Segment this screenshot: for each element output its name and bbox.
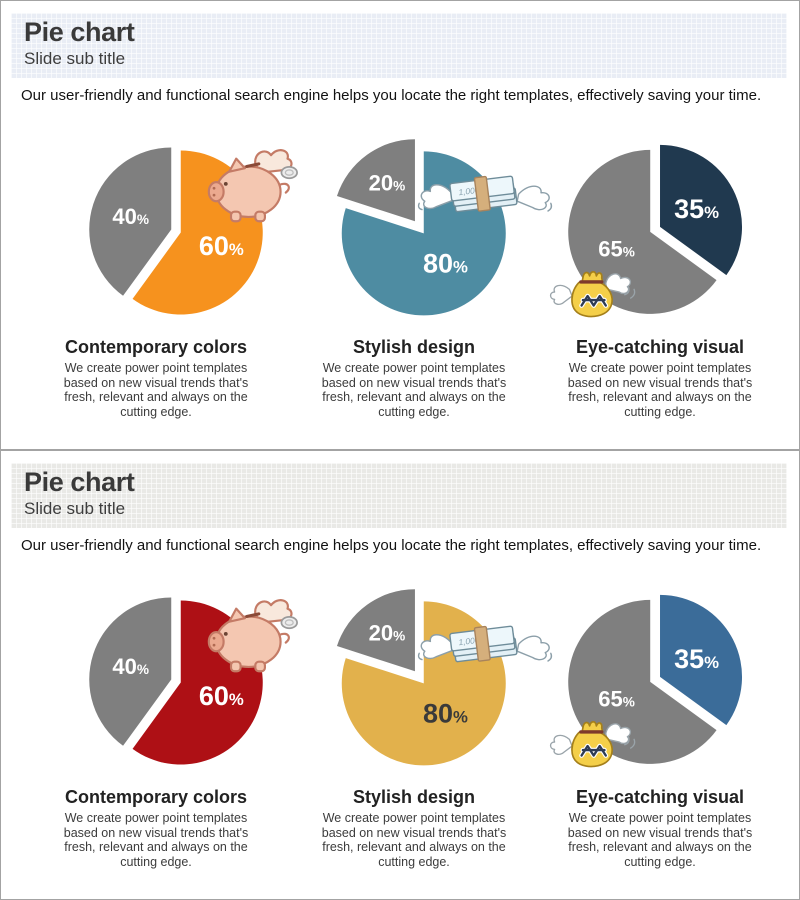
pie-slice [336, 589, 415, 672]
chart-body-text: We create power point templates based on… [321, 361, 507, 419]
chart-heading: Contemporary colors [64, 787, 248, 807]
pie-slice-label: 60% [199, 681, 244, 711]
pie-slice-label: 40% [112, 654, 149, 679]
pie-slice [89, 597, 172, 746]
chart-body-text: We create power point templates based on… [567, 361, 753, 419]
page-title: Pie chart [24, 467, 135, 497]
chart-heading: Eye-catching visual [575, 787, 745, 807]
pie-chart-stylish-design: 80% 20% [336, 589, 553, 766]
pie-slice [89, 147, 172, 296]
pie-slice [336, 139, 415, 222]
pie-slice-label: 80% [423, 699, 468, 729]
pie-slice-label: 20% [369, 171, 406, 196]
chart-heading: Stylish design [352, 787, 476, 807]
chart-heading: Stylish design [352, 337, 476, 357]
pie-slice-label: 80% [423, 249, 468, 279]
chart-cell-stylish-design: 80% 20% Stylish design We create power po… [291, 583, 553, 869]
pie-slice-label: 35% [674, 644, 719, 674]
pie-slice-label: 40% [112, 204, 149, 229]
charts-row: 60% 40% Contemporary colors We create pow… [21, 133, 779, 419]
slide-header: Pie chart Slide sub title [11, 13, 787, 78]
slide-description: Our user-friendly and functional search … [21, 537, 762, 554]
slide-1: Pie chart Slide sub title Our user-frien… [0, 0, 800, 450]
pie-slice [568, 149, 717, 314]
chart-body-text: We create power point templates based on… [321, 811, 507, 869]
chart-heading: Eye-catching visual [575, 337, 745, 357]
slide-description: Our user-friendly and functional search … [21, 87, 762, 104]
slide-header: Pie chart Slide sub title [11, 463, 787, 528]
charts-row: 60% 40% Contemporary colors We create pow… [21, 583, 779, 869]
page-subtitle: Slide sub title [24, 48, 126, 68]
chart-cell-eye-catching-visual: 35% 65% Eye-catching visual We create pow… [537, 583, 783, 869]
pie-chart-eye-catching-visual: 35% 65% [537, 594, 743, 779]
slide-2: Pie chart Slide sub title Our user-frien… [0, 450, 800, 900]
chart-cell-stylish-design: 80% 20% Stylish design We create power po… [291, 133, 553, 419]
chart-body-text: We create power point templates based on… [63, 811, 249, 869]
pie-slice [660, 594, 743, 726]
pie-chart-eye-catching-visual: 35% 65% [537, 144, 743, 329]
chart-cell-eye-catching-visual: 35% 65% Eye-catching visual We create pow… [537, 133, 783, 419]
pie-chart-contemporary-colors: 60% 40% [89, 147, 299, 315]
pie-slice-label: 20% [369, 621, 406, 646]
pie-slice-label: 65% [598, 687, 635, 712]
page-subtitle: Slide sub title [24, 498, 126, 518]
chart-body-text: We create power point templates based on… [63, 361, 249, 419]
pie-slice-label: 35% [674, 194, 719, 224]
chart-cell-contemporary-colors: 60% 40% Contemporary colors We create pow… [21, 583, 299, 869]
pie-chart-stylish-design: 80% 20% [336, 139, 553, 316]
chart-cell-contemporary-colors: 60% 40% Contemporary colors We create pow… [21, 133, 299, 419]
chart-heading: Contemporary colors [64, 337, 248, 357]
chart-body-text: We create power point templates based on… [567, 811, 753, 869]
page-title: Pie chart [24, 17, 135, 47]
pie-chart-contemporary-colors: 60% 40% [89, 597, 299, 765]
pie-slice-label: 60% [199, 231, 244, 261]
pie-slice [568, 599, 717, 764]
pie-slice [660, 144, 743, 276]
pie-slice-label: 65% [598, 237, 635, 262]
